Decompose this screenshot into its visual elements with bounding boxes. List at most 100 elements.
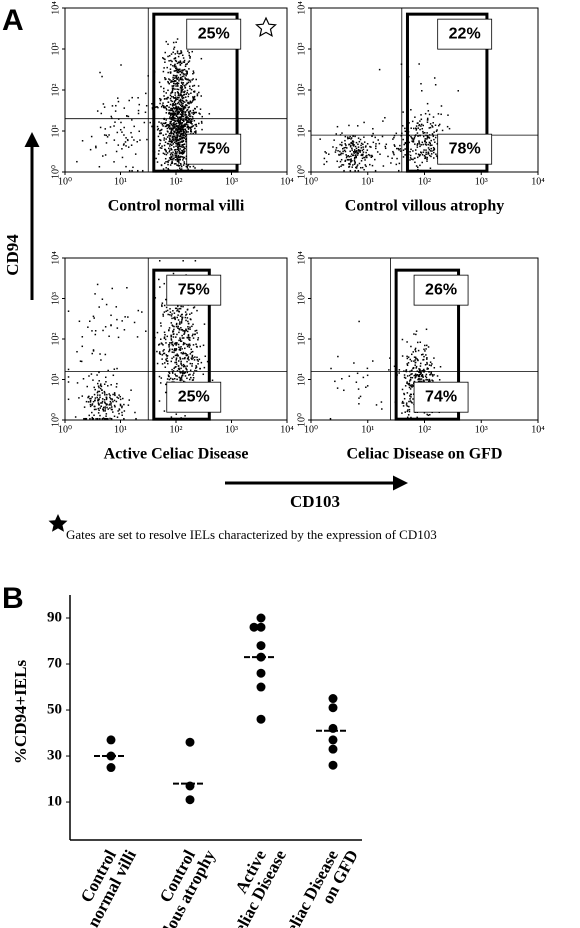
event-dot [161,305,163,308]
event-dot [369,145,371,148]
event-dot [420,374,423,377]
event-dot [176,307,178,310]
event-dot [420,82,422,85]
event-dot [165,40,167,43]
event-dot [426,363,428,365]
event-dot [415,374,418,377]
event-dot [179,347,181,350]
event-dot [410,108,412,111]
event-dot [187,335,190,337]
event-dot [181,89,183,91]
event-dot [176,102,179,105]
event-dot [347,159,350,161]
event-dot [191,362,193,365]
event-dot [179,60,182,63]
event-dot [189,130,192,133]
event-dot [361,157,364,160]
event-dot [431,126,434,128]
event-dot [426,156,429,159]
event-dot [174,53,177,55]
event-dot [171,129,174,131]
event-dot [87,401,90,403]
event-dot [343,149,346,152]
event-dot [171,357,173,360]
event-dot [416,341,419,344]
event-dot [165,92,168,94]
event-dot [164,61,166,63]
event-dot [103,401,106,403]
event-dot [183,143,185,146]
event-dot [188,359,190,361]
event-dot [184,87,186,89]
event-dot [186,78,188,81]
event-dot [185,78,187,80]
axis-marker: CD103 [290,492,340,511]
x-tick-label: 10⁴ [531,176,545,187]
event-dot [88,375,90,377]
event-dot [392,150,394,153]
event-dot [180,72,183,74]
event-dot [387,155,389,158]
event-dot [187,120,189,122]
footnote: Gates are set to resolve IELs characteri… [66,527,437,542]
event-dot [340,158,343,161]
event-dot [177,108,179,110]
event-dot [426,132,428,134]
event-dot [191,112,193,114]
event-dot [371,135,373,138]
event-dot [178,162,180,164]
event-dot [176,91,179,93]
event-dot [190,357,193,359]
event-dot [177,146,180,148]
event-dot [175,60,178,63]
event-dot [172,65,174,67]
event-dot [184,352,186,355]
event-dot [172,103,174,105]
event-dot [427,151,429,154]
event-dot [189,110,192,112]
event-dot [96,391,99,394]
event-dot [169,308,171,310]
event-dot [184,114,186,116]
event-dot [370,156,373,158]
event-dot [178,139,180,142]
event-dot [112,411,114,413]
event-dot [103,106,106,108]
event-dot [192,374,194,376]
event-dot [163,122,166,125]
event-dot [174,59,177,62]
event-dot [422,132,425,134]
event-dot [424,139,426,142]
event-dot [180,91,182,94]
event-dot [180,118,183,120]
event-dot [183,132,185,134]
event-dot [178,116,181,118]
event-dot [190,351,193,354]
event-dot [186,104,188,107]
event-dot [422,151,425,153]
event-dot [120,64,122,66]
event-dot [194,167,196,169]
event-dot [117,410,119,412]
event-dot [174,63,176,66]
event-dot [159,130,161,132]
event-dot [165,383,167,386]
event-dot [433,148,435,150]
event-dot [365,155,367,157]
event-dot [189,328,191,330]
event-dot [181,374,184,377]
event-dot [409,378,412,381]
event-dot [185,118,187,121]
event-dot [121,320,123,322]
event-dot [349,135,351,138]
event-dot [402,111,404,113]
event-dot [350,144,352,147]
event-dot [397,147,400,150]
event-dot [414,364,416,366]
event-dot [181,328,184,331]
event-dot [175,140,178,142]
event-dot [393,365,396,368]
event-dot [365,386,367,389]
event-dot [174,135,176,137]
event-dot [189,121,191,124]
